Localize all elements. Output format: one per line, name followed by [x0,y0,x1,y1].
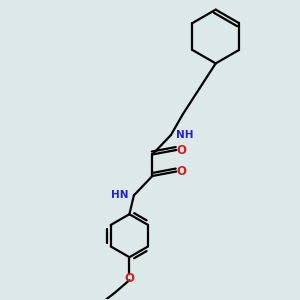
Text: O: O [177,165,187,178]
Text: O: O [124,272,134,285]
Text: HN: HN [111,190,128,200]
Text: O: O [177,143,187,157]
Text: NH: NH [176,130,194,140]
